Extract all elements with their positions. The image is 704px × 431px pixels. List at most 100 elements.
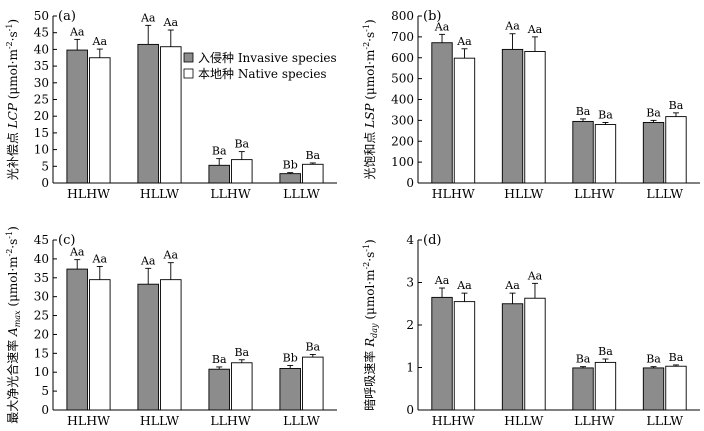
y-tick-label: 200: [391, 134, 414, 148]
significance-label: Ba: [646, 106, 661, 119]
y-tick-label: 600: [391, 51, 414, 65]
chart-panel-4: 0 1 2 3 4 (d) 暗呼吸速率 Rday (μmol·m-2·s-1) Aa Aa HLH…: [362, 233, 700, 428]
y-tick-label: 10: [34, 143, 49, 157]
bar-native: [665, 365, 687, 411]
y-tick-label: 5: [41, 159, 49, 173]
y-label-unit: (μmol·m: [6, 256, 20, 311]
y-label-chinese: 光饱和点: [362, 132, 377, 180]
x-tick-label: LLHW: [210, 186, 251, 201]
y-label-unit: (μmol·m: [6, 49, 20, 104]
y-label-unit-end: ): [363, 239, 377, 244]
y-tick-label: 4: [406, 233, 414, 247]
bar-invasive: [501, 48, 524, 184]
y-label-superscript: -2: [5, 41, 14, 49]
significance-label: Ba: [598, 108, 613, 121]
significance-label: Ba: [234, 138, 249, 151]
legend-swatch-invasive: [183, 52, 194, 63]
y-tick-label: 40: [34, 252, 49, 266]
y-tick-label: 15: [34, 126, 49, 140]
y-label-symbol: LCP: [6, 102, 20, 132]
y-label-subscript: max: [13, 310, 22, 327]
x-tick-label: HLLW: [140, 413, 179, 428]
bar-invasive: [137, 43, 159, 184]
legend-swatch-native: [183, 68, 194, 79]
x-tick-label: LLHW: [574, 186, 615, 201]
significance-label: Ba: [305, 340, 320, 353]
y-tick-label: 5: [41, 384, 49, 398]
y-label-unit-end: ): [6, 19, 20, 24]
significance-label: Bb: [283, 159, 298, 172]
bar-invasive: [208, 164, 230, 184]
y-axis-label: 暗呼吸速率 Rday (μmol·m-2·s-1): [362, 239, 379, 411]
y-label-superscript: -2: [362, 42, 371, 50]
significance-label: Aa: [434, 20, 450, 33]
significance-label: Ba: [669, 99, 684, 112]
bar-native: [89, 279, 111, 411]
significance-label: Aa: [69, 246, 85, 259]
x-tick-label: HLHW: [67, 186, 110, 201]
legend-label-invasive: 入侵种 Invasive species: [198, 50, 337, 65]
x-tick-label: LLLW: [646, 186, 683, 201]
y-label-unit-part: ·s: [363, 32, 377, 42]
significance-label: Aa: [504, 20, 520, 33]
x-tick-label: HLHW: [432, 413, 475, 428]
y-tick-label: 100: [391, 155, 414, 169]
significance-label: Aa: [504, 279, 520, 292]
y-tick-label: 35: [34, 59, 49, 73]
bar-native: [302, 356, 324, 411]
x-tick-label: HLLW: [504, 413, 543, 428]
y-label-unit-part: ·s: [6, 239, 20, 249]
bar-invasive: [642, 367, 665, 411]
significance-label: Aa: [434, 274, 450, 287]
bar-invasive: [66, 268, 88, 411]
bar-native: [524, 51, 546, 184]
y-label-unit-part: ·s: [363, 252, 377, 262]
significance-label: Ba: [305, 149, 320, 162]
bar-native: [231, 159, 253, 184]
panel-letter: (d): [423, 233, 441, 248]
bar-invasive: [431, 296, 453, 411]
y-label-chinese: 光补偿点: [5, 132, 20, 180]
y-axis-label: 光补偿点 LCP (μmol·m-2·s-1): [5, 19, 20, 180]
y-label-unit-part: ·s: [6, 31, 20, 41]
y-tick-label: 20: [34, 327, 49, 341]
significance-label: Ba: [598, 345, 613, 358]
bar-native: [89, 57, 111, 184]
y-tick-label: 500: [391, 72, 414, 86]
bar-native: [524, 297, 546, 411]
bar-invasive: [572, 120, 594, 184]
y-tick-label: 400: [391, 93, 414, 107]
y-label-unit: (μmol·m: [363, 269, 377, 324]
bar-native: [302, 163, 324, 184]
bar-invasive: [208, 368, 230, 411]
x-tick-label: LLLW: [283, 186, 320, 201]
significance-label: Aa: [163, 249, 179, 262]
y-label-unit: (μmol·m: [363, 49, 377, 104]
y-label-symbol: A: [6, 327, 20, 340]
bar-invasive: [431, 42, 453, 184]
x-tick-label: LLHW: [574, 413, 615, 428]
y-label-superscript: -1: [5, 231, 14, 239]
y-tick-label: 25: [34, 309, 49, 323]
bar-invasive: [66, 49, 88, 184]
legend-label-native: 本地种 Native species: [198, 67, 327, 81]
significance-label: Ba: [646, 353, 661, 366]
x-tick-label: HLHW: [67, 413, 110, 428]
y-label-symbol: LSP: [363, 103, 377, 132]
x-tick-label: HLHW: [432, 186, 475, 201]
bar-native: [160, 46, 182, 184]
significance-label: Aa: [69, 25, 85, 38]
significance-label: Aa: [140, 254, 156, 267]
panel-letter: (b): [423, 9, 441, 24]
bar-invasive: [137, 283, 159, 411]
y-axis-label: 最大净光合速率 Amax (μmol·m-2·s-1): [5, 226, 22, 424]
y-tick-label: 30: [34, 76, 49, 90]
y-tick-label: 30: [34, 290, 49, 304]
significance-label: Ba: [576, 353, 591, 366]
y-label-unit-end: ): [6, 226, 20, 231]
y-tick-label: 25: [34, 93, 49, 107]
y-tick-label: 0: [41, 403, 49, 417]
y-tick-label: 45: [34, 26, 49, 40]
